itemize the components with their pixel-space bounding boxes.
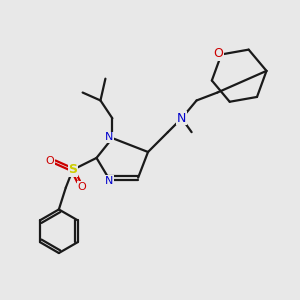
Text: N: N xyxy=(105,176,114,186)
Text: N: N xyxy=(105,132,114,142)
Text: O: O xyxy=(77,182,86,192)
Text: N: N xyxy=(177,112,186,125)
Text: O: O xyxy=(46,156,54,166)
Text: O: O xyxy=(213,47,223,60)
Text: S: S xyxy=(68,163,77,176)
